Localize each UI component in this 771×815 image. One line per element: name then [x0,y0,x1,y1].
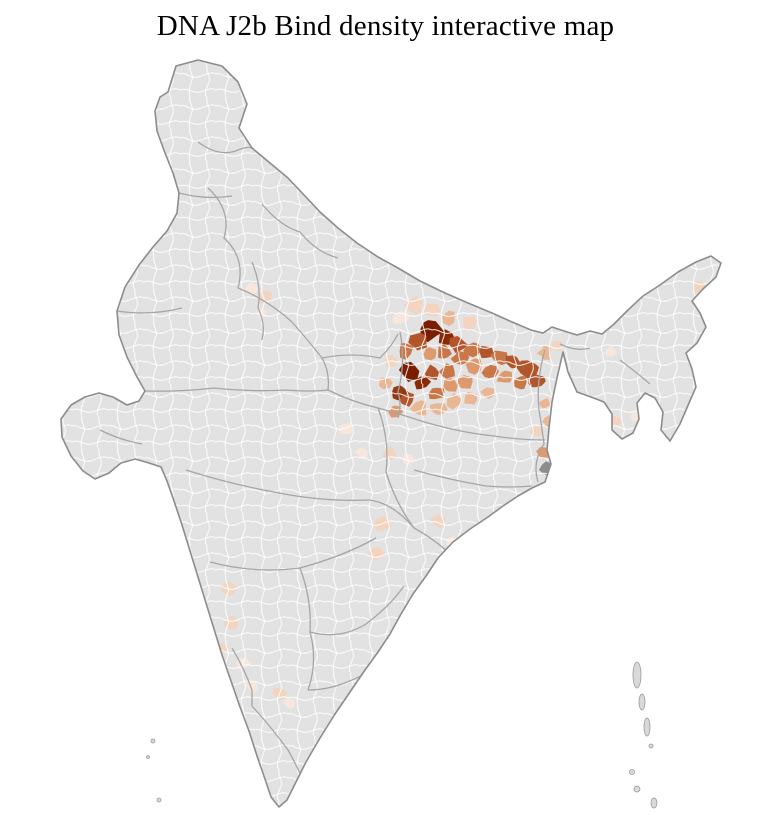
district-density-region[interactable] [206,684,220,696]
district-density-region[interactable] [702,293,713,304]
page-title: DNA J2b Bind density interactive map [156,10,615,42]
india-outline [60,59,722,808]
andaman-nicobar-islands [629,661,658,809]
lakshadweep-islands [146,738,162,803]
district-density-region[interactable] [217,699,230,710]
state-borders [99,141,651,783]
